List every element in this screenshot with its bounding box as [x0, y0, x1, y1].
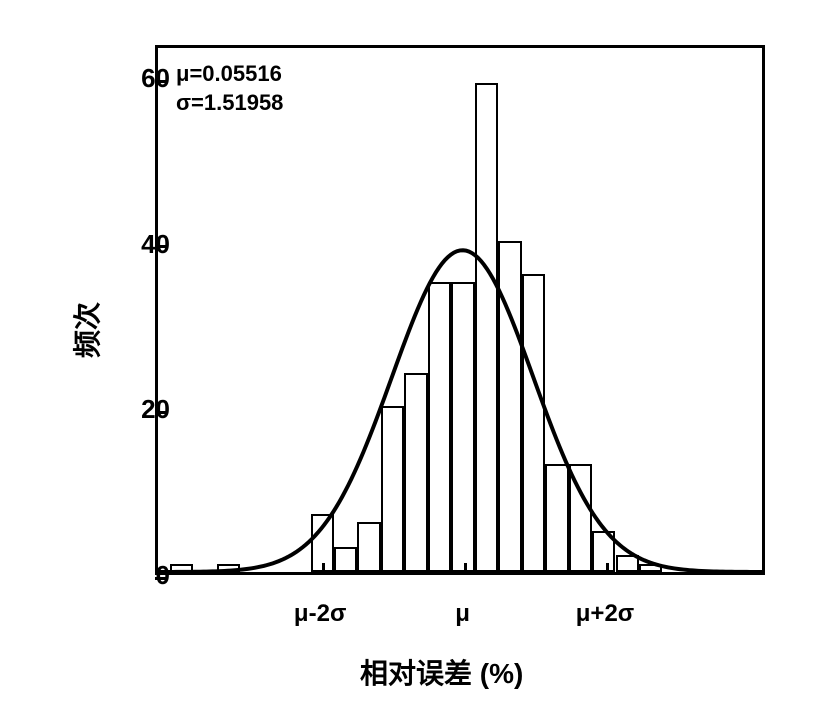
histogram-bar	[569, 464, 592, 572]
sigma-annotation: σ=1.51958	[176, 89, 283, 118]
y-axis-label: 频次	[66, 302, 106, 358]
x-tick-mark	[322, 563, 325, 575]
histogram-bar	[357, 522, 380, 572]
y-tick-label: 40	[141, 229, 170, 260]
x-tick-label: μ	[455, 600, 470, 628]
plot-area: μ=0.05516 σ=1.51958	[155, 45, 765, 575]
histogram-bar	[498, 241, 521, 572]
histogram-bar	[451, 282, 474, 572]
mu-annotation: μ=0.05516	[176, 60, 283, 89]
histogram-bar	[217, 564, 240, 572]
y-tick-label: 0	[156, 560, 170, 591]
x-tick-mark	[606, 563, 609, 575]
histogram-bar	[545, 464, 568, 572]
histogram-bar	[639, 564, 662, 572]
histogram-bar	[522, 274, 545, 572]
x-tick-label: μ-2σ	[294, 600, 346, 628]
y-tick-label: 60	[141, 63, 170, 94]
histogram-bar	[334, 547, 357, 572]
x-tick-label: μ+2σ	[576, 600, 634, 628]
histogram-bar	[381, 406, 404, 572]
histogram-bar	[475, 83, 498, 572]
x-tick-mark	[464, 563, 467, 575]
chart-container: 频次 相对误差 (%) μ=0.05516 σ=1.51958 0204060 …	[50, 20, 790, 680]
x-axis-label: 相对误差 (%)	[360, 652, 523, 692]
histogram-bar	[170, 564, 193, 572]
stats-annotation: μ=0.05516 σ=1.51958	[176, 60, 283, 117]
histogram-bar	[616, 555, 639, 572]
y-tick-label: 20	[141, 394, 170, 425]
histogram-bar	[404, 373, 427, 572]
histogram-bar	[592, 531, 615, 572]
histogram-bar	[428, 282, 451, 572]
